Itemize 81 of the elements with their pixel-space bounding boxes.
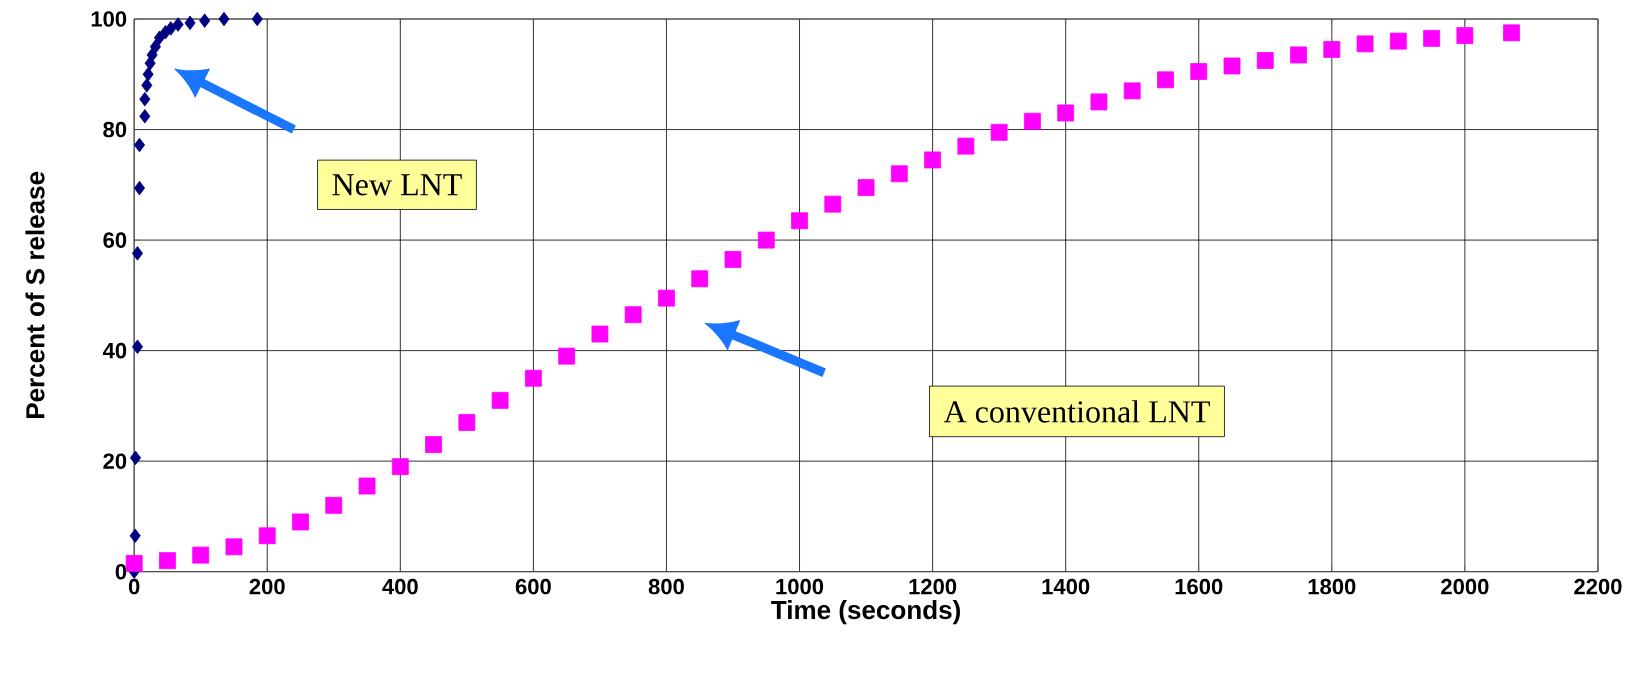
point [1290, 46, 1307, 64]
point [824, 195, 842, 213]
x-tick-label: 1200 [909, 578, 957, 595]
point [184, 15, 196, 31]
point [558, 347, 576, 365]
point [139, 109, 151, 124]
point [1057, 104, 1075, 122]
point [591, 325, 609, 343]
point [165, 21, 177, 36]
point [129, 528, 141, 544]
point [159, 552, 176, 570]
x-tick-label: 2000 [1441, 578, 1489, 595]
point [791, 212, 808, 230]
point [133, 181, 145, 196]
x-tick-label: 1800 [1308, 578, 1356, 595]
y-tick-label: 0 [115, 564, 127, 580]
point [757, 231, 775, 249]
x-tick-label: 1000 [776, 578, 824, 595]
point [1023, 112, 1041, 130]
x-tick-label: 600 [515, 578, 551, 595]
y-tick-label: 80 [103, 121, 127, 138]
point [890, 165, 908, 183]
point [1423, 30, 1441, 47]
point [1323, 41, 1341, 58]
point [458, 414, 476, 431]
point [1190, 63, 1208, 81]
x-axis-title: Time (seconds) [771, 600, 960, 625]
point [1503, 24, 1520, 42]
point [358, 477, 376, 495]
point [133, 137, 145, 153]
point [149, 39, 161, 54]
x-tick-label: 0 [128, 578, 140, 595]
point [1157, 71, 1174, 89]
point [251, 11, 263, 27]
point [1456, 27, 1474, 45]
point [524, 369, 542, 387]
point [857, 179, 875, 197]
x-tick-label: 400 [382, 578, 418, 595]
point [125, 555, 143, 572]
point [425, 436, 442, 454]
point [1123, 82, 1141, 100]
y-tick-label: 60 [103, 232, 127, 248]
point [325, 497, 343, 514]
point [491, 392, 509, 409]
point [724, 251, 742, 268]
point [658, 289, 675, 307]
point [225, 538, 243, 556]
point [142, 67, 154, 82]
y-tick-label: 20 [103, 453, 127, 470]
point [691, 270, 709, 288]
annotation: A conventional LNT [943, 400, 1210, 423]
point [199, 13, 211, 28]
point [192, 546, 210, 564]
point [924, 151, 942, 169]
point [131, 246, 143, 261]
x-tick-label: 800 [648, 578, 684, 595]
point [139, 92, 151, 107]
point [1223, 57, 1241, 75]
point [172, 17, 184, 32]
point [1090, 93, 1108, 111]
y-tick-label: 100 [91, 11, 127, 27]
point [957, 137, 975, 155]
point [1356, 35, 1374, 53]
point [218, 11, 230, 27]
x-tick-label: 1600 [1175, 578, 1223, 595]
y-tick-label: 40 [102, 342, 127, 359]
point [1389, 32, 1407, 50]
point [990, 124, 1008, 141]
point [1256, 52, 1274, 69]
point [624, 306, 642, 324]
point [391, 458, 409, 476]
annotation: New LNT [332, 174, 462, 196]
point [129, 450, 142, 466]
x-tick-label: 1400 [1042, 578, 1090, 595]
x-tick-label: 2200 [1574, 578, 1622, 595]
y-axis-title: Percent of S release [25, 171, 45, 419]
x-tick-label: 200 [249, 578, 285, 595]
point [141, 78, 153, 93]
point [258, 527, 276, 545]
point [131, 339, 143, 355]
point [292, 513, 309, 531]
